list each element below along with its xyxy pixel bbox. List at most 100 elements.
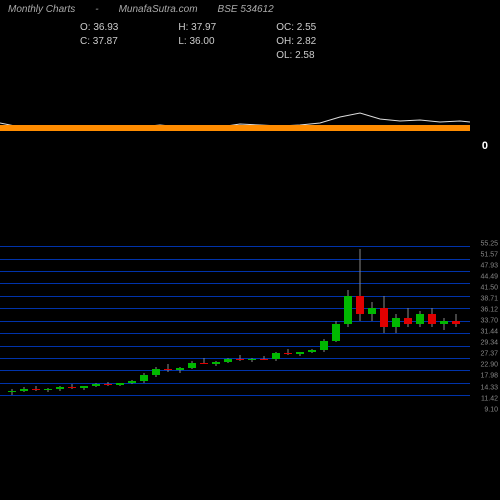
candle-body xyxy=(92,384,100,386)
candle xyxy=(164,240,172,420)
zero-label: 0 xyxy=(482,140,488,152)
candle xyxy=(404,240,412,420)
ohlc-close: C: 37.87 xyxy=(80,35,118,49)
candle xyxy=(140,240,148,420)
candle-body xyxy=(224,359,232,361)
candle-body xyxy=(440,321,448,324)
ohlc-oh: OH: 2.82 xyxy=(276,35,316,49)
candle xyxy=(428,240,436,420)
chart-ticker: BSE 534612 xyxy=(218,4,274,15)
candle xyxy=(272,240,280,420)
candle-body xyxy=(140,375,148,381)
candle xyxy=(320,240,328,420)
candle xyxy=(380,240,388,420)
y-tick: 14.33 xyxy=(480,384,498,391)
candle xyxy=(344,240,352,420)
candle-body xyxy=(44,389,52,390)
candle xyxy=(332,240,340,420)
candle xyxy=(152,240,160,420)
candle-body xyxy=(368,308,376,314)
candle-body xyxy=(332,324,340,341)
volume-baseline xyxy=(0,125,470,131)
candle xyxy=(44,240,52,420)
ohlc-block: O: 36.93 C: 37.87 H: 37.97 L: 36.00 OC: … xyxy=(0,19,500,65)
price-panel xyxy=(0,240,470,420)
candle xyxy=(260,240,268,420)
y-tick: 51.57 xyxy=(480,252,498,259)
candle-body xyxy=(428,314,436,323)
y-tick: 27.37 xyxy=(480,351,498,358)
y-tick: 17.98 xyxy=(480,373,498,380)
candle-body xyxy=(344,296,352,324)
ohlc-col-1: O: 36.93 C: 37.87 xyxy=(80,21,118,63)
candle-body xyxy=(212,362,220,364)
candle xyxy=(176,240,184,420)
candle-body xyxy=(152,369,160,375)
candle-body xyxy=(308,350,316,352)
candle xyxy=(128,240,136,420)
y-tick: 38.71 xyxy=(480,296,498,303)
candle-body xyxy=(260,359,268,360)
candle xyxy=(248,240,256,420)
ohlc-col-3: OC: 2.55 OH: 2.82 OL: 2.58 xyxy=(276,21,316,63)
candle xyxy=(212,240,220,420)
candle-body xyxy=(8,391,16,393)
candle xyxy=(56,240,64,420)
candle-body xyxy=(296,352,304,354)
candle-body xyxy=(68,387,76,388)
y-tick: 55.25 xyxy=(480,241,498,248)
candle xyxy=(236,240,244,420)
candles xyxy=(8,240,470,420)
header-separator: - xyxy=(95,4,98,15)
candle xyxy=(104,240,112,420)
candle xyxy=(200,240,208,420)
candle xyxy=(32,240,40,420)
candle-body xyxy=(272,353,280,359)
y-tick: 44.49 xyxy=(480,274,498,281)
ohlc-high: H: 37.97 xyxy=(178,21,216,35)
candle-body xyxy=(116,383,124,385)
candle-body xyxy=(356,296,364,315)
y-tick: 11.42 xyxy=(481,395,498,402)
candle xyxy=(296,240,304,420)
candle-body xyxy=(392,318,400,327)
candle xyxy=(368,240,376,420)
candle-body xyxy=(164,369,172,371)
ohlc-ol: OL: 2.58 xyxy=(276,49,316,63)
y-tick: 36.12 xyxy=(480,307,498,314)
candle-body xyxy=(200,363,208,364)
candle xyxy=(188,240,196,420)
y-tick: 29.34 xyxy=(480,340,498,347)
ohlc-oc: OC: 2.55 xyxy=(276,21,316,35)
y-tick: 9.10 xyxy=(484,406,498,413)
chart-title: Monthly Charts xyxy=(8,4,75,15)
candle xyxy=(8,240,16,420)
y-tick: 33.70 xyxy=(480,318,498,325)
candle-body xyxy=(20,389,28,391)
y-tick: 31.44 xyxy=(480,329,498,336)
candle xyxy=(416,240,424,420)
candle xyxy=(116,240,124,420)
candle-body xyxy=(380,308,388,327)
candle xyxy=(356,240,364,420)
chart-header: Monthly Charts - MunafaSutra.com BSE 534… xyxy=(0,0,500,19)
ohlc-open: O: 36.93 xyxy=(80,21,118,35)
candle xyxy=(440,240,448,420)
volume-panel xyxy=(0,105,470,135)
ohlc-col-2: H: 37.97 L: 36.00 xyxy=(178,21,216,63)
candle xyxy=(92,240,100,420)
candle-body xyxy=(104,384,112,385)
y-axis: 55.2551.5747.9344.4941.5038.7136.1233.70… xyxy=(472,240,498,420)
candle-body xyxy=(80,386,88,388)
candle xyxy=(20,240,28,420)
y-tick: 22.90 xyxy=(480,362,498,369)
candle-body xyxy=(188,363,196,368)
candle xyxy=(308,240,316,420)
y-tick: 47.93 xyxy=(480,263,498,270)
candle xyxy=(224,240,232,420)
chart-source: MunafaSutra.com xyxy=(119,4,198,15)
candle-body xyxy=(284,353,292,354)
candle-body xyxy=(176,368,184,370)
candle xyxy=(80,240,88,420)
candle xyxy=(68,240,76,420)
